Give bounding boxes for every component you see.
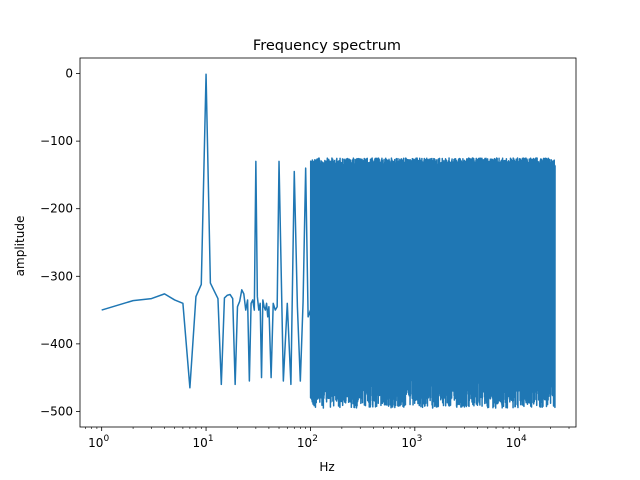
x-tick-label-0: 100: [88, 434, 109, 450]
x-tick-label-3: 103: [401, 434, 422, 450]
axes-layer: 0 −100 −200 −300 −400 −500 100 101 102 103 104: [40, 57, 577, 450]
y-tick-label-3: −300: [40, 269, 73, 283]
x-tick-label-2: 102: [297, 434, 318, 450]
chart-title: Frequency spectrum: [253, 38, 401, 54]
x-axis-label: Hz: [319, 460, 334, 474]
y-tick-label-2: −200: [40, 202, 73, 216]
plot-layer: [101, 73, 556, 409]
plot-frame: [79, 57, 577, 428]
y-tick-label-5: −500: [40, 404, 73, 418]
y-tick-label-0: 0: [65, 67, 73, 81]
series-line-spectrum: [101, 73, 556, 409]
x-tick-label-1: 101: [193, 434, 214, 450]
y-tick-label-1: −100: [40, 134, 73, 148]
y-tick-label-4: −400: [40, 337, 73, 351]
x-tick-label-4: 104: [506, 434, 527, 450]
y-axis-label: amplitude: [13, 216, 27, 277]
